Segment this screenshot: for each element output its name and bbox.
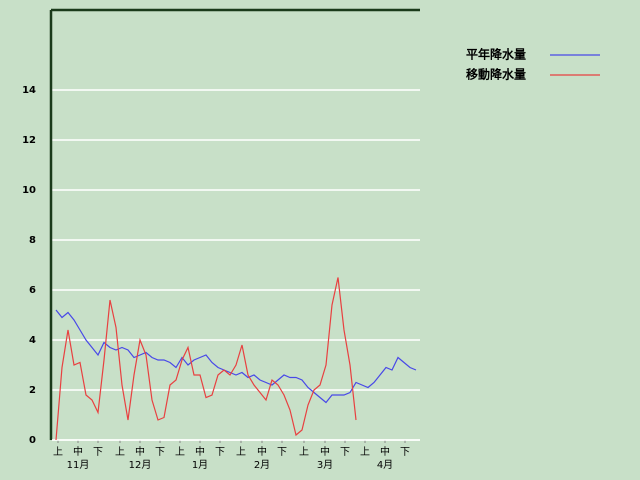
month-label: 1月	[192, 459, 208, 471]
legend-label: 移動降水量	[466, 67, 526, 82]
x-tick-label: 上	[175, 446, 185, 458]
month-label: 4月	[377, 459, 393, 471]
x-tick-label: 下	[400, 447, 410, 458]
x-tick-label: 上	[360, 446, 370, 458]
y-tick-label: 8	[29, 235, 36, 246]
x-tick-label: 中	[195, 445, 205, 458]
x-tick-label: 中	[320, 445, 330, 458]
x-tick-label: 上	[299, 446, 309, 458]
month-label: 12月	[129, 459, 152, 471]
x-tick-label: 中	[380, 445, 390, 458]
month-label: 2月	[254, 459, 270, 471]
y-tick-label: 4	[29, 335, 36, 346]
legend-label: 平年降水量	[466, 47, 526, 62]
series-line	[55, 277, 357, 441]
y-tick-label: 6	[29, 285, 36, 296]
x-tick-label: 中	[257, 445, 267, 458]
x-tick-label: 上	[236, 446, 246, 458]
month-label: 3月	[317, 459, 333, 471]
x-tick-label: 上	[115, 446, 125, 458]
x-tick-label: 下	[155, 447, 165, 458]
x-tick-label: 上	[53, 446, 63, 458]
y-tick-label: 2	[29, 385, 36, 396]
y-tick-label: 10	[22, 185, 36, 196]
series-line	[55, 309, 417, 404]
x-tick-label: 下	[340, 447, 350, 458]
x-tick-label: 下	[215, 447, 225, 458]
y-tick-label: 0	[29, 435, 36, 446]
x-tick-label: 中	[73, 445, 83, 458]
x-tick-label: 中	[135, 445, 145, 458]
y-tick-label: 12	[22, 135, 36, 146]
y-tick-label: 14	[22, 85, 36, 96]
x-tick-label: 下	[277, 447, 287, 458]
month-label: 11月	[67, 459, 90, 471]
x-tick-label: 下	[93, 447, 103, 458]
